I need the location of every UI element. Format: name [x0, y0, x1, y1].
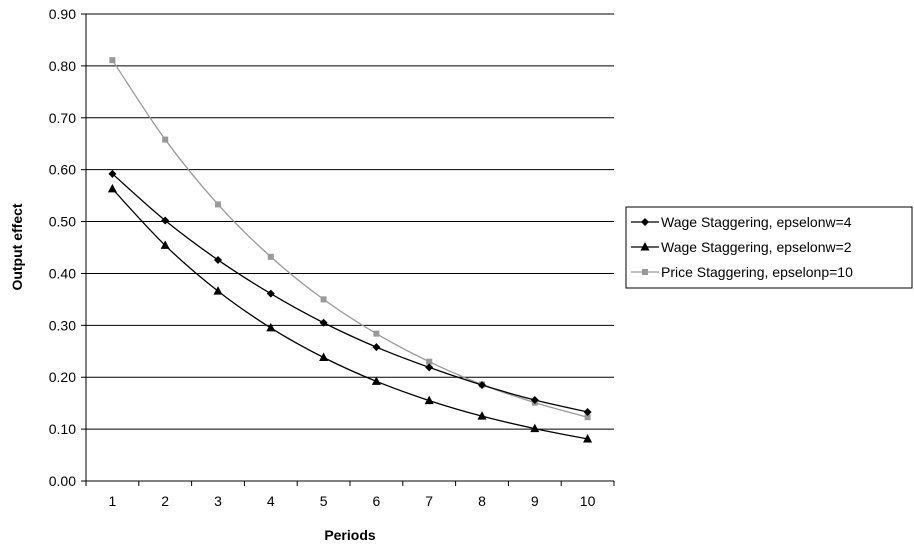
data-point-square — [109, 57, 116, 64]
x-tick-labels: 1 2 3 4 5 6 7 8 9 10 — [109, 493, 596, 509]
data-point-triangle — [319, 352, 329, 362]
data-point-square — [267, 253, 274, 260]
y-tick-label: 0.10 — [49, 421, 76, 437]
data-point-triangle — [107, 183, 117, 193]
data-point-square — [320, 296, 327, 303]
data-point-triangle — [477, 411, 487, 420]
x-axis-title: Periods — [324, 527, 376, 543]
legend-label: Wage Staggering, epselonw=2 — [661, 239, 852, 255]
data-point-diamond — [214, 255, 222, 264]
data-point-diamond — [319, 318, 328, 327]
x-tick-label: 3 — [214, 493, 222, 509]
y-tick-label: 0.90 — [49, 6, 76, 22]
y-tick-label: 0.30 — [49, 317, 76, 333]
series-lines — [111, 59, 588, 440]
data-point-diamond — [161, 216, 170, 225]
x-tick-label: 8 — [478, 493, 486, 509]
gridlines — [86, 13, 614, 430]
x-tick-label: 9 — [531, 493, 539, 509]
x-tick-label: 2 — [161, 493, 169, 509]
data-point-square — [215, 201, 221, 208]
x-tick-label: 1 — [109, 493, 117, 509]
data-point-square — [584, 414, 591, 421]
legend-marker-triangle — [640, 242, 650, 251]
data-point-diamond — [425, 363, 434, 372]
y-tick-label: 0.70 — [49, 110, 76, 126]
data-point-diamond — [478, 381, 486, 390]
legend-marker-diamond — [641, 218, 649, 226]
data-point-diamond — [530, 396, 539, 405]
data-point-triangle — [371, 376, 381, 385]
y-tick-label: 0.20 — [49, 369, 76, 385]
legend: Wage Staggering, epselonw=4 Wage Staggeri… — [625, 206, 913, 289]
data-point-triangle — [266, 322, 276, 332]
data-point-diamond — [108, 169, 117, 178]
x-tick-label: 4 — [267, 493, 275, 509]
data-point-triangle — [160, 240, 170, 249]
y-tick-label: 0.50 — [49, 214, 76, 230]
y-tick-label: 0.80 — [49, 58, 76, 74]
data-point-square — [426, 358, 433, 365]
y-tick-label: 0.00 — [49, 473, 76, 489]
legend-box — [625, 206, 913, 289]
x-tick-label: 5 — [320, 493, 328, 509]
x-tick-label: 10 — [580, 493, 596, 509]
data-point-diamond — [583, 407, 592, 416]
series-line-triangle — [111, 188, 588, 440]
data-point-triangle — [583, 433, 593, 443]
data-point-square — [162, 136, 169, 143]
legend-label: Wage Staggering, epselonw=4 — [661, 214, 852, 230]
legend-label: Price Staggering, epselonp=10 — [661, 264, 853, 280]
data-point-triangle — [213, 286, 223, 295]
y-tick-labels: 0.00 0.10 0.20 0.30 0.40 0.50 0.60 0.70 0.80 0.90 — [49, 6, 76, 489]
data-point-square — [373, 330, 380, 337]
data-point-triangle — [530, 423, 540, 433]
series-markers — [107, 57, 593, 443]
y-axis-title: Output effect — [9, 203, 25, 290]
x-tick-label: 6 — [373, 493, 381, 509]
series-line-square — [111, 59, 588, 418]
legend-marker-square — [642, 269, 648, 275]
y-tick-label: 0.40 — [49, 265, 76, 281]
data-point-diamond — [372, 343, 381, 352]
series-line-diamond — [111, 173, 588, 413]
data-point-triangle — [424, 395, 434, 405]
x-tick-label: 7 — [425, 493, 433, 509]
y-tick-label: 0.60 — [49, 162, 76, 178]
axes — [81, 13, 615, 486]
data-point-diamond — [266, 289, 275, 298]
